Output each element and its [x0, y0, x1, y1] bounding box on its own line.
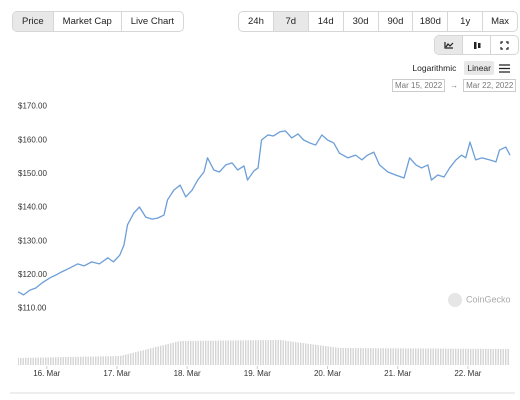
- tab-button[interactable]: Price: [13, 12, 53, 31]
- scale-option[interactable]: Logarithmic: [412, 63, 457, 73]
- x-tick-label: 22. Mar: [454, 369, 481, 378]
- date-range: Mar 15, 2022 → Mar 22, 2022: [392, 79, 517, 92]
- watermark: CoinGecko: [466, 294, 511, 304]
- y-tick-label: $160.00: [18, 135, 47, 144]
- x-tick-label: 17. Mar: [103, 369, 130, 378]
- x-tick-label: 19. Mar: [244, 369, 271, 378]
- candle-icon: [473, 41, 480, 49]
- x-tick-label: 16. Mar: [33, 369, 60, 378]
- scale-toggle: Logarithmic Linear: [409, 61, 510, 75]
- volume-bars: [18, 340, 510, 365]
- y-tick-label: $170.00: [18, 102, 47, 111]
- tab-button[interactable]: Live Chart: [120, 12, 183, 31]
- range-button[interactable]: 1y: [447, 12, 482, 31]
- range-button[interactable]: Max: [482, 12, 517, 31]
- x-tick-label: 21. Mar: [384, 369, 411, 378]
- scale-option[interactable]: Linear: [464, 61, 494, 75]
- date-input[interactable]: Mar 22, 2022: [463, 79, 517, 92]
- range-button[interactable]: 90d: [377, 12, 413, 31]
- range-button[interactable]: 24h: [248, 16, 264, 27]
- range-button[interactable]: 30d: [342, 12, 378, 31]
- view-toggle: [434, 35, 519, 55]
- y-tick-label: $120.00: [18, 270, 47, 279]
- range-button[interactable]: 14d: [307, 12, 343, 31]
- price-line: [17, 130, 511, 296]
- range-button[interactable]: 180d: [412, 12, 447, 31]
- x-tick-label: 20. Mar: [314, 369, 341, 378]
- watermark-logo: [448, 293, 462, 307]
- line-icon: [443, 42, 453, 49]
- range-group: 24h 7d 14d 30d 90d 180d 1y Max: [238, 11, 518, 32]
- arrow: →: [450, 81, 459, 90]
- tab-button[interactable]: Market Cap: [52, 12, 121, 31]
- x-tick-label: 18. Mar: [174, 369, 201, 378]
- expand-icon: [500, 40, 509, 50]
- y-tick-label: $150.00: [18, 169, 47, 178]
- y-tick-label: $130.00: [18, 236, 47, 245]
- menu-icon[interactable]: [499, 63, 510, 73]
- tab-group: Price Market Cap Live Chart: [12, 11, 185, 32]
- y-tick-label: $110.00: [18, 304, 47, 313]
- candle-view-button[interactable]: [462, 36, 490, 54]
- range-button[interactable]: 7d: [272, 12, 308, 31]
- line-view-button[interactable]: [435, 36, 462, 54]
- date-input[interactable]: Mar 15, 2022: [392, 79, 446, 92]
- fullscreen-button[interactable]: [490, 36, 518, 54]
- y-tick-label: $140.00: [18, 203, 47, 212]
